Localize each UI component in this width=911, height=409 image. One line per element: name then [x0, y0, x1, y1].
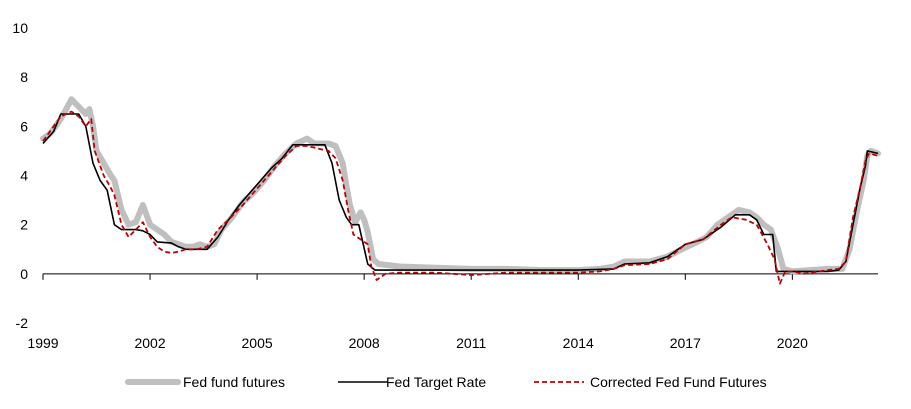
y-tick-label: 10: [12, 20, 28, 36]
legend-label-corrected-fed-fund-futures: Corrected Fed Fund Futures: [590, 374, 767, 390]
x-tick-label: 2020: [777, 335, 808, 351]
x-tick-label: 2008: [349, 335, 380, 351]
legend-label-fed-fund-futures: Fed fund futures: [183, 374, 285, 390]
legend: Fed fund futures Fed Target Rate Corrected…: [125, 374, 767, 390]
x-tick-label: 1999: [27, 335, 58, 351]
y-tick-label: 6: [20, 118, 28, 134]
y-axis-ticks: -2 0 2 4 6 8 10: [12, 20, 28, 331]
series-line-fed-fund-futures: [40, 96, 881, 275]
legend-label-fed-target-rate: Fed Target Rate: [386, 374, 486, 390]
x-tick-label: 2002: [134, 335, 165, 351]
y-tick-label: 2: [20, 217, 28, 233]
chart-series: [40, 96, 881, 285]
x-tick-label: 2017: [670, 335, 701, 351]
x-tick-label: 2011: [456, 335, 486, 351]
x-tick-label: 2005: [242, 335, 273, 351]
x-axis: 1999 2002 2005 2008 2011 2014 2017 2020: [27, 273, 878, 351]
x-tick-label: 2014: [563, 335, 594, 351]
y-tick-label: 0: [20, 266, 28, 282]
series-line-corrected-fed-fund-futures: [42, 110, 879, 285]
y-tick-label: -2: [16, 315, 29, 331]
y-tick-label: 8: [20, 69, 28, 85]
series-line-fed-target-rate: [42, 113, 879, 273]
y-tick-label: 4: [20, 168, 28, 184]
